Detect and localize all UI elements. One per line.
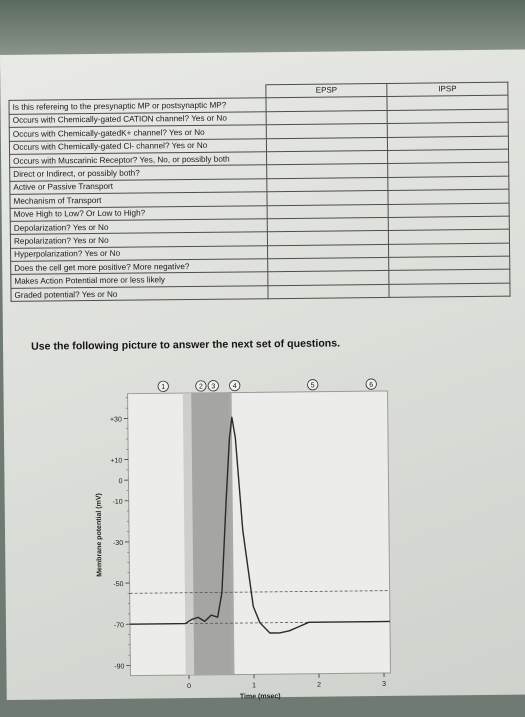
epsp-answer-cell[interactable] (266, 110, 387, 125)
phase-marker-label: 3 (211, 383, 215, 390)
epsp-ipsp-table: EPSP IPSP Is this refereing to the presy… (8, 82, 510, 302)
epsp-answer-cell[interactable] (268, 244, 389, 259)
ipsp-answer-cell[interactable] (388, 176, 509, 191)
y-tick-label: +10 (110, 458, 122, 465)
epsp-answer-cell[interactable] (267, 164, 388, 179)
y-tick-label: -50 (113, 581, 123, 588)
epsp-answer-cell[interactable] (266, 124, 387, 139)
y-tick-label: +30 (110, 416, 122, 423)
worksheet-page: EPSP IPSP Is this refereing to the presy… (0, 50, 525, 700)
ipsp-answer-cell[interactable] (388, 163, 509, 178)
plot-background (128, 391, 391, 676)
epsp-answer-cell[interactable] (267, 191, 388, 206)
y-tick-label: -90 (114, 663, 124, 670)
ipsp-answer-cell[interactable] (389, 283, 510, 298)
ipsp-answer-cell[interactable] (388, 189, 509, 204)
phase-marker-label: 2 (199, 383, 203, 390)
question-cell: Graded potential? Yes or No (11, 286, 268, 302)
epsp-answer-cell[interactable] (266, 137, 387, 152)
instruction-text: Use the following picture to answer the … (31, 337, 340, 352)
y-tick-label: -10 (113, 499, 123, 506)
y-tick-label: 0 (119, 478, 123, 485)
y-axis-label: Membrane potential (mV) (96, 493, 104, 577)
epsp-answer-cell[interactable] (267, 177, 388, 192)
epsp-answer-cell[interactable] (268, 271, 389, 286)
x-tick-label: 2 (317, 682, 321, 689)
ipsp-answer-cell[interactable] (387, 122, 508, 137)
shaded-region-dark (191, 393, 234, 675)
ipsp-answer-cell[interactable] (388, 229, 509, 244)
action-potential-chart: +30 +10 0 -10 -30 -50 -70 -90 0 1 2 3 Time (msec) Mem… (87, 373, 401, 716)
epsp-answer-cell[interactable] (267, 204, 388, 219)
epsp-answer-cell[interactable] (267, 217, 388, 232)
ipsp-answer-cell[interactable] (389, 256, 510, 271)
ipsp-answer-cell[interactable] (389, 270, 510, 285)
ipsp-answer-cell[interactable] (387, 136, 508, 151)
x-tick-label: 3 (382, 681, 386, 688)
action-potential-figure: +30 +10 0 -10 -30 -50 -70 -90 0 1 2 3 Time (msec) Mem… (87, 373, 401, 716)
table-body: Is this refereing to the presynaptic MP … (9, 96, 510, 302)
x-tick-label: 1 (252, 682, 256, 689)
ipsp-answer-cell[interactable] (387, 109, 508, 124)
ipsp-answer-cell[interactable] (389, 243, 510, 258)
epsp-answer-cell[interactable] (268, 284, 389, 299)
y-tick-label: -70 (114, 622, 124, 629)
ipsp-answer-cell[interactable] (387, 96, 508, 111)
phase-marker-label: 6 (369, 382, 373, 389)
phase-marker-label: 5 (311, 382, 315, 389)
epsp-answer-cell[interactable] (267, 231, 388, 246)
header-epsp: EPSP (266, 83, 387, 98)
ipsp-answer-cell[interactable] (388, 203, 509, 218)
epsp-answer-cell[interactable] (268, 258, 389, 273)
ipsp-answer-cell[interactable] (388, 149, 509, 164)
epsp-answer-cell[interactable] (267, 150, 388, 165)
phase-marker-label: 4 (233, 383, 237, 390)
epsp-answer-cell[interactable] (266, 97, 387, 112)
ipsp-answer-cell[interactable] (388, 216, 509, 231)
x-axis-label: Time (msec) (240, 693, 281, 700)
x-tick-label: 0 (187, 683, 191, 690)
header-ipsp: IPSP (387, 82, 508, 97)
phase-marker-label: 1 (161, 384, 165, 391)
y-tick-label: -30 (113, 540, 123, 547)
